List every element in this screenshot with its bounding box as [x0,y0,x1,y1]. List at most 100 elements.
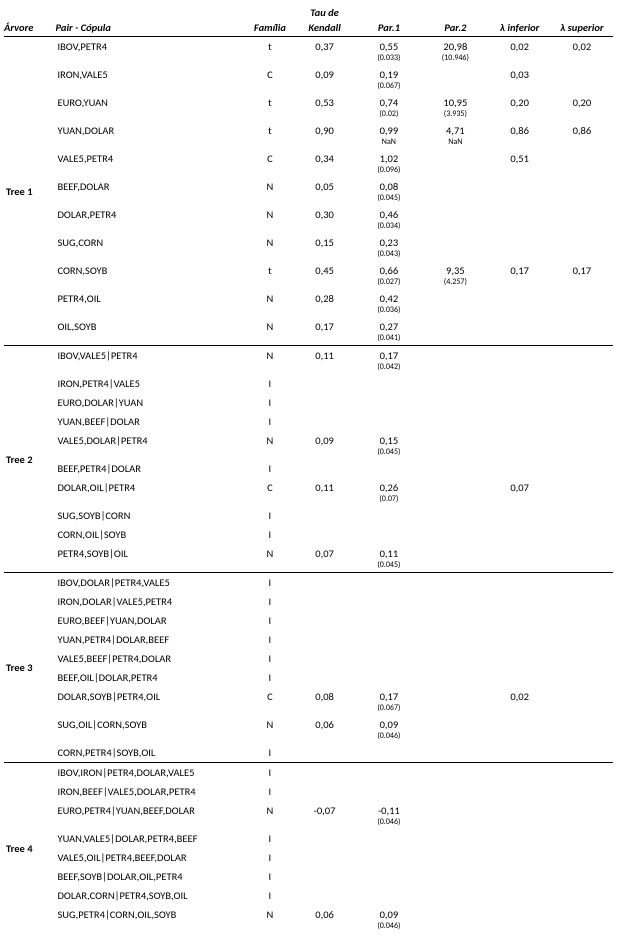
cell-lambda-sup [551,506,613,525]
cell-tau [293,525,355,544]
cell-lambda-inf [489,233,551,261]
cell-pair: IRON,BEEF|VALE5,DOLAR,PETR4 [55,782,246,801]
cell-tau: 0,08 [293,687,355,715]
cell-par2 [422,886,488,905]
copula-table: Tau de Árvore Pair - Cópula Família Kend… [4,6,613,933]
cell-pair: PETR4,SOYB|OIL [55,544,246,573]
cell-pair: PETR4,OIL [55,289,246,317]
cell-lambda-inf [489,649,551,668]
cell-lambda-sup [551,867,613,886]
cell-lambda-inf [489,289,551,317]
cell-lambda-inf: 0,02 [489,687,551,715]
cell-tau [293,743,355,763]
cell-tau: 0,37 [293,37,355,66]
hdr-pair: Pair - Cópula [55,21,246,37]
cell-pair: VALE5,PETR4 [55,149,246,177]
cell-par2 [422,763,488,783]
cell-lambda-inf [489,506,551,525]
cell-lambda-sup [551,65,613,93]
table-row: BEEF,OIL|DOLAR,PETR4I [4,668,613,687]
cell-pair: IRON,VALE5 [55,65,246,93]
cell-lambda-sup [551,848,613,867]
cell-lambda-inf: 0,03 [489,65,551,93]
table-row: Tree 3IBOV,DOLAR|PETR4,VALE5I [4,573,613,593]
cell-par2 [422,649,488,668]
cell-par1: 0,11(0.045) [356,544,422,573]
cell-lambda-inf: 0,02 [489,37,551,66]
cell-par1 [356,525,422,544]
cell-pair: DOLAR,SOYB|PETR4,OIL [55,687,246,715]
cell-familia: I [246,867,293,886]
table-row: CORN,OIL|SOYBI [4,525,613,544]
cell-par1 [356,649,422,668]
cell-lambda-sup [551,149,613,177]
cell-tau: 0,28 [293,289,355,317]
cell-par1: 0,09(0.046) [356,715,422,743]
cell-lambda-inf [489,544,551,573]
cell-pair: BEEF,DOLAR [55,177,246,205]
cell-par1 [356,630,422,649]
cell-familia: I [246,782,293,801]
table-row: DOLAR,SOYB|PETR4,OILC0,080,17(0.067)0,02 [4,687,613,715]
table-row: EURO,PETR4|YUAN,BEEF,DOLARN-0,07-0,11(0.… [4,801,613,829]
cell-familia: I [246,525,293,544]
cell-tau: 0,06 [293,905,355,933]
cell-familia: I [246,886,293,905]
hdr-lsup: λ superior [551,21,613,37]
cell-par1 [356,763,422,783]
cell-pair: YUAN,DOLAR [55,121,246,149]
table-row: BEEF,DOLARN0,050,08(0.045) [4,177,613,205]
cell-pair: IRON,DOLAR|VALE5,PETR4 [55,592,246,611]
cell-tau [293,848,355,867]
cell-lambda-sup: 0,20 [551,93,613,121]
cell-lambda-inf [489,630,551,649]
cell-lambda-sup [551,886,613,905]
cell-pair: SUG,PETR4|CORN,OIL,SOYB [55,905,246,933]
cell-familia: I [246,668,293,687]
cell-lambda-sup [551,431,613,459]
cell-par1: 0,66(0.027) [356,261,422,289]
cell-pair: EURO,DOLAR|YUAN [55,393,246,412]
cell-tau [293,630,355,649]
cell-pair: SUG,OIL|CORN,SOYB [55,715,246,743]
table-row: VALE5,BEEF|PETR4,DOLARI [4,649,613,668]
hdr-arvore: Árvore [4,21,55,37]
tree-label: Tree 4 [4,763,55,934]
cell-familia: N [246,233,293,261]
table-row: SUG,SOYB|CORNI [4,506,613,525]
table-row: Tree 2IBOV,VALE5|PETR4N0,110,17(0.042) [4,346,613,375]
cell-lambda-sup [551,743,613,763]
cell-lambda-sup: 0,17 [551,261,613,289]
cell-tau [293,459,355,478]
cell-familia: N [246,205,293,233]
cell-par2 [422,905,488,933]
table-row: SUG,PETR4|CORN,OIL,SOYBN0,060,09(0.046) [4,905,613,933]
cell-lambda-inf: 0,51 [489,149,551,177]
table-row: DOLAR,CORN|PETR4,SOYB,OILI [4,886,613,905]
cell-familia: t [246,261,293,289]
cell-lambda-inf [489,374,551,393]
cell-lambda-inf [489,743,551,763]
table-row: Tree 4IBOV,IRON|PETR4,DOLAR,VALE5I [4,763,613,783]
cell-par2 [422,743,488,763]
cell-lambda-inf [489,346,551,375]
tree-label: Tree 3 [4,573,55,763]
cell-pair: IBOV,IRON|PETR4,DOLAR,VALE5 [55,763,246,783]
cell-pair: YUAN,BEEF|DOLAR [55,412,246,431]
cell-par2 [422,459,488,478]
cell-pair: IBOV,VALE5|PETR4 [55,346,246,375]
cell-lambda-inf [489,573,551,593]
cell-tau [293,592,355,611]
table-row: EURO,DOLAR|YUANI [4,393,613,412]
cell-par2 [422,65,488,93]
cell-par1: 0,99NaN [356,121,422,149]
cell-tau: 0,11 [293,346,355,375]
cell-par1: 0,09(0.046) [356,905,422,933]
cell-familia: I [246,573,293,593]
cell-familia: I [246,630,293,649]
cell-familia: N [246,289,293,317]
cell-par2 [422,412,488,431]
table-row: VALE5,PETR4C0,341,02(0.096)0,51 [4,149,613,177]
cell-familia: I [246,743,293,763]
cell-par2 [422,848,488,867]
